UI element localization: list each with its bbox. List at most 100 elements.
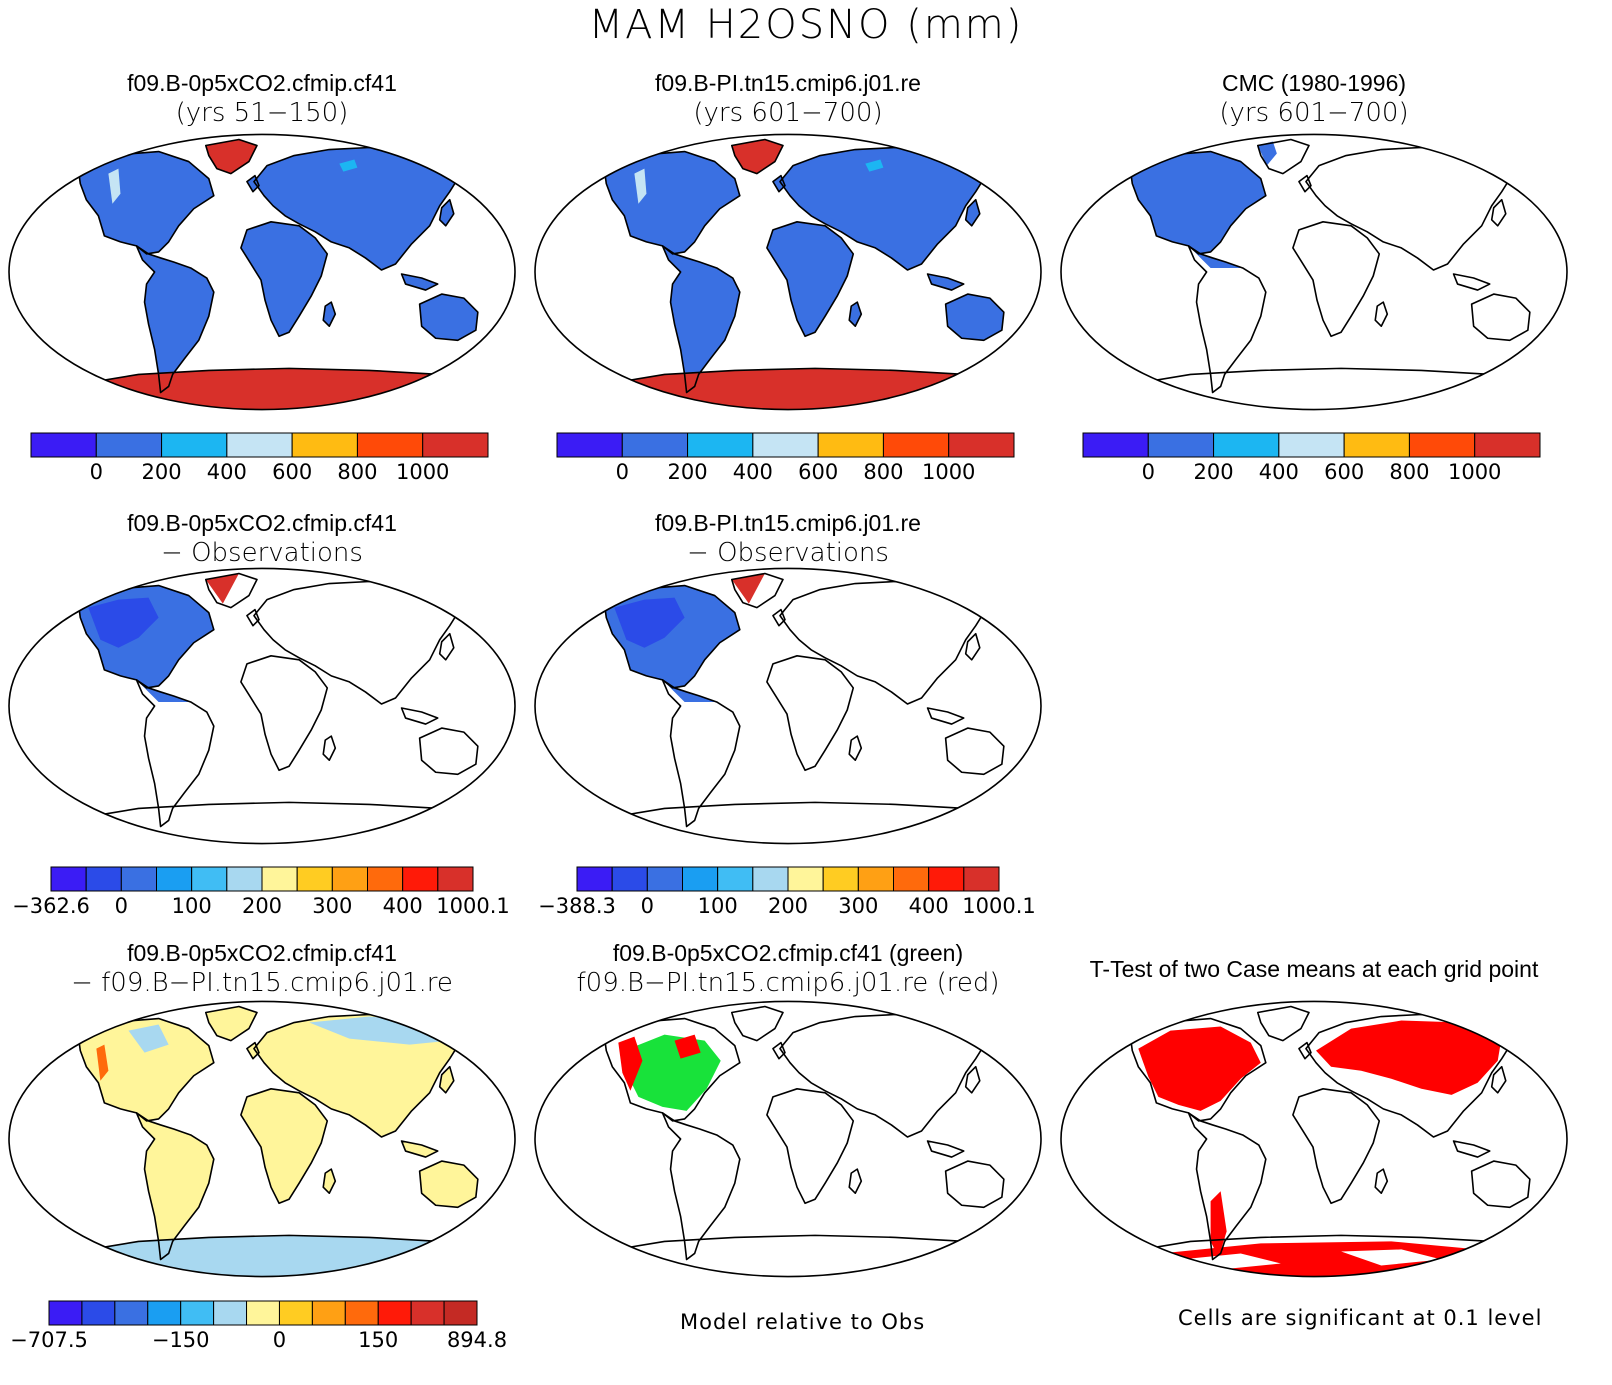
colorbar-tick-label: 894.8 <box>446 1328 508 1352</box>
colorbar-tick-label: 800 <box>337 460 378 484</box>
colorbar-box <box>50 866 87 892</box>
colorbar-box <box>402 866 439 892</box>
colorbar-tick-label: 600 <box>1324 460 1365 484</box>
panel-title: f09.B-PI.tn15.cmip6.j01.re <box>655 70 921 96</box>
panel-footnote: Cells are significant at 0.1 level <box>1178 1306 1543 1330</box>
data-fill <box>604 573 765 702</box>
colorbar-box <box>367 866 404 892</box>
colorbar-tick-label: 100 <box>697 894 738 918</box>
colorbar-tick-label: 400 <box>908 894 949 918</box>
colorbar-tick-label: 200 <box>241 894 283 918</box>
panel-title: f09.B-0p5xCO2.cfmip.cf41 <box>127 940 397 966</box>
colorbar-tick-label: 150 <box>358 1328 399 1352</box>
colorbar-box <box>311 1300 346 1326</box>
colorbar-tick-label: 0 <box>615 460 629 484</box>
world-map <box>8 567 516 845</box>
colorbar-box <box>81 1300 116 1326</box>
colorbar-tick-label: 600 <box>798 460 839 484</box>
colorbar-box <box>85 866 122 892</box>
panel-subtitle: − Observations <box>687 538 889 568</box>
colorbar-box <box>443 1300 478 1326</box>
colorbar-box <box>752 866 789 892</box>
figure-title: MAM H2OSNO (mm) <box>588 2 1024 48</box>
colorbar <box>50 866 474 892</box>
colorbar-tick-label: 400 <box>1258 460 1299 484</box>
colorbar-tick-label: 0 <box>640 894 655 918</box>
colorbar-box <box>331 866 369 892</box>
world-map <box>534 1000 1042 1278</box>
colorbar-box <box>48 1300 83 1326</box>
colorbar-box <box>180 1300 215 1326</box>
colorbar-box <box>948 432 1015 458</box>
colorbar-box <box>278 1300 313 1326</box>
colorbar-box <box>611 866 648 892</box>
colorbar-tick-label: 1000.1 <box>436 894 510 918</box>
colorbar-box <box>963 866 1000 892</box>
colorbar-tick-label: 300 <box>312 894 353 918</box>
colorbar-tick-label: 800 <box>1389 460 1430 484</box>
colorbar-box <box>191 866 228 892</box>
colorbar-box <box>156 866 193 892</box>
colorbar-box <box>30 432 97 458</box>
world-map <box>1060 133 1568 411</box>
colorbar-box <box>882 432 950 458</box>
panel-title: T-Test of two Case means at each grid po… <box>1089 956 1539 982</box>
colorbar-tick-label: 0 <box>89 460 103 484</box>
map-border <box>8 1000 516 1278</box>
colorbar-tick-label: 0 <box>1141 460 1155 484</box>
panel-subtitle: − Observations <box>161 538 363 568</box>
colorbar-box <box>120 866 158 892</box>
world-map <box>534 133 1042 411</box>
colorbar-tick-label: 200 <box>1193 460 1234 484</box>
colorbar-tick-label: 800 <box>863 460 904 484</box>
colorbar-tick-label: 1000 <box>921 460 976 484</box>
colorbar-tick-label: 400 <box>732 460 773 484</box>
colorbar-tick-label: 1000.1 <box>962 894 1036 918</box>
data-fill <box>1130 141 1277 268</box>
map-border <box>8 133 516 411</box>
colorbar-tick-label: 200 <box>767 894 809 918</box>
colorbar-box <box>682 866 719 892</box>
panel-subtitle: (yrs 601−700) <box>1219 98 1409 128</box>
world-map <box>8 133 516 411</box>
colorbar <box>48 1300 478 1326</box>
map-border <box>1060 133 1568 411</box>
colorbar-tick-label: 200 <box>667 460 708 484</box>
panel-subtitle: − f09.B−PI.tn15.cmip6.j01.re <box>71 968 453 998</box>
colorbar-box <box>147 1300 182 1326</box>
map-border <box>1060 1000 1568 1278</box>
colorbar-box <box>1343 432 1410 458</box>
colorbar <box>1082 432 1541 458</box>
colorbar-box <box>1474 432 1541 458</box>
colorbar-tick-label: 600 <box>272 460 313 484</box>
colorbar-box <box>556 432 623 458</box>
colorbar-tick-label: −388.3 <box>538 894 616 918</box>
colorbar-tick-label: −707.5 <box>10 1328 88 1352</box>
colorbar-box <box>261 866 298 892</box>
colorbar-tick-label: 1000 <box>1447 460 1502 484</box>
panel-footnote: Model relative to Obs <box>680 1310 926 1334</box>
colorbar-box <box>817 432 884 458</box>
colorbar-box <box>422 432 489 458</box>
colorbar-box <box>226 866 263 892</box>
colorbar-box <box>1147 432 1215 458</box>
colorbar-box <box>344 1300 379 1326</box>
colorbar-box <box>1082 432 1149 458</box>
map-border <box>534 1000 1042 1278</box>
colorbar-box <box>822 866 859 892</box>
colorbar-tick-label: 0 <box>114 894 129 918</box>
colorbar-tick-label: 100 <box>171 894 212 918</box>
panel-title: f09.B-0p5xCO2.cfmip.cf41 <box>127 70 397 96</box>
colorbar-box <box>410 1300 445 1326</box>
world-map <box>8 1000 516 1278</box>
colorbar-box <box>114 1300 149 1326</box>
colorbar-box <box>893 866 930 892</box>
colorbar-box <box>752 432 819 458</box>
colorbar-box <box>621 432 689 458</box>
colorbar-tick-label: 1000 <box>395 460 450 484</box>
colorbar-box <box>687 432 754 458</box>
colorbar-box <box>1278 432 1345 458</box>
panel-subtitle: (yrs 601−700) <box>693 98 883 128</box>
world-map <box>534 567 1042 845</box>
colorbar-box <box>437 866 474 892</box>
